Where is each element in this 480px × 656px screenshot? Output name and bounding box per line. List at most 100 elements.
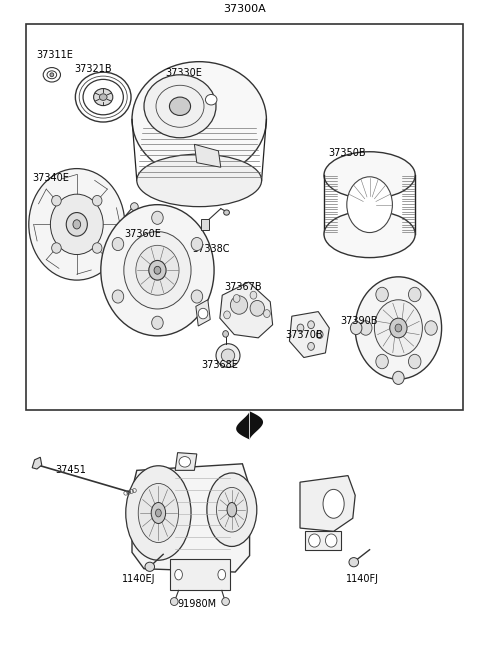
Ellipse shape — [216, 344, 240, 367]
Ellipse shape — [52, 243, 61, 253]
Ellipse shape — [112, 237, 124, 251]
Ellipse shape — [151, 502, 166, 523]
Ellipse shape — [152, 211, 163, 224]
Ellipse shape — [393, 371, 404, 384]
Polygon shape — [305, 531, 341, 550]
Ellipse shape — [308, 342, 314, 350]
Ellipse shape — [324, 152, 415, 199]
Ellipse shape — [224, 210, 229, 215]
Polygon shape — [220, 282, 273, 338]
Ellipse shape — [50, 73, 54, 77]
Ellipse shape — [316, 331, 323, 338]
Polygon shape — [175, 453, 197, 470]
Ellipse shape — [170, 598, 178, 605]
Ellipse shape — [198, 308, 208, 319]
Ellipse shape — [360, 321, 372, 335]
Ellipse shape — [132, 235, 139, 243]
Polygon shape — [289, 312, 329, 358]
Ellipse shape — [124, 232, 191, 309]
Ellipse shape — [205, 94, 217, 105]
Text: 1140FJ: 1140FJ — [346, 573, 379, 584]
Text: 37330E: 37330E — [166, 68, 203, 79]
Ellipse shape — [390, 318, 407, 338]
Ellipse shape — [52, 195, 61, 206]
Text: 37390B: 37390B — [341, 316, 378, 327]
Text: 37360E: 37360E — [124, 229, 161, 239]
Bar — [201, 219, 209, 230]
Ellipse shape — [191, 290, 203, 303]
Polygon shape — [196, 300, 210, 326]
Ellipse shape — [224, 311, 230, 319]
Text: 37451: 37451 — [55, 465, 86, 476]
Text: 37370B: 37370B — [286, 329, 323, 340]
Ellipse shape — [132, 62, 266, 177]
Ellipse shape — [144, 75, 216, 138]
Ellipse shape — [408, 287, 421, 302]
Ellipse shape — [152, 316, 163, 329]
Ellipse shape — [131, 203, 138, 211]
Polygon shape — [236, 411, 263, 440]
Text: 37367B: 37367B — [225, 282, 262, 293]
Ellipse shape — [94, 89, 113, 106]
Ellipse shape — [376, 287, 388, 302]
Ellipse shape — [101, 205, 214, 336]
Ellipse shape — [374, 300, 422, 356]
Ellipse shape — [156, 509, 161, 517]
Ellipse shape — [376, 354, 388, 369]
Bar — [26, 24, 463, 410]
Ellipse shape — [325, 534, 337, 547]
Ellipse shape — [408, 354, 421, 369]
Ellipse shape — [73, 220, 81, 229]
Polygon shape — [194, 144, 221, 167]
Ellipse shape — [207, 473, 257, 546]
Ellipse shape — [395, 324, 402, 332]
Ellipse shape — [250, 300, 264, 316]
Ellipse shape — [355, 277, 442, 379]
Ellipse shape — [250, 291, 257, 299]
Ellipse shape — [308, 321, 314, 329]
Ellipse shape — [169, 97, 191, 115]
Text: 37338C: 37338C — [192, 244, 229, 255]
Text: 37460: 37460 — [307, 495, 338, 505]
Text: 91980M: 91980M — [177, 598, 216, 609]
Ellipse shape — [92, 195, 102, 206]
Ellipse shape — [230, 296, 248, 314]
Ellipse shape — [136, 245, 179, 295]
Text: 37311E: 37311E — [36, 50, 73, 60]
Ellipse shape — [323, 489, 344, 518]
Ellipse shape — [218, 569, 226, 580]
Ellipse shape — [349, 558, 359, 567]
Text: 37340E: 37340E — [33, 173, 70, 184]
Polygon shape — [132, 464, 250, 572]
Text: 37300A: 37300A — [223, 5, 266, 14]
Ellipse shape — [179, 457, 191, 467]
Text: 37350B: 37350B — [329, 148, 366, 158]
Ellipse shape — [297, 324, 304, 332]
Ellipse shape — [149, 260, 166, 280]
Polygon shape — [300, 476, 355, 531]
Ellipse shape — [154, 266, 161, 274]
Ellipse shape — [324, 211, 415, 258]
Text: 37321B: 37321B — [74, 64, 112, 74]
Text: 1140EJ: 1140EJ — [122, 573, 156, 584]
Ellipse shape — [29, 169, 125, 280]
Ellipse shape — [227, 502, 237, 517]
Ellipse shape — [92, 243, 102, 253]
Ellipse shape — [350, 321, 362, 335]
Ellipse shape — [264, 310, 270, 318]
Ellipse shape — [222, 598, 229, 605]
Ellipse shape — [175, 569, 182, 580]
Ellipse shape — [191, 237, 203, 251]
Polygon shape — [32, 457, 42, 469]
Ellipse shape — [112, 290, 124, 303]
Ellipse shape — [233, 295, 240, 302]
Ellipse shape — [66, 213, 87, 236]
Ellipse shape — [138, 483, 179, 543]
Ellipse shape — [137, 154, 262, 207]
Ellipse shape — [221, 349, 235, 362]
Ellipse shape — [347, 177, 393, 233]
Ellipse shape — [425, 321, 437, 335]
Ellipse shape — [99, 94, 107, 100]
Text: 37368E: 37368E — [202, 359, 239, 370]
Ellipse shape — [50, 194, 103, 255]
